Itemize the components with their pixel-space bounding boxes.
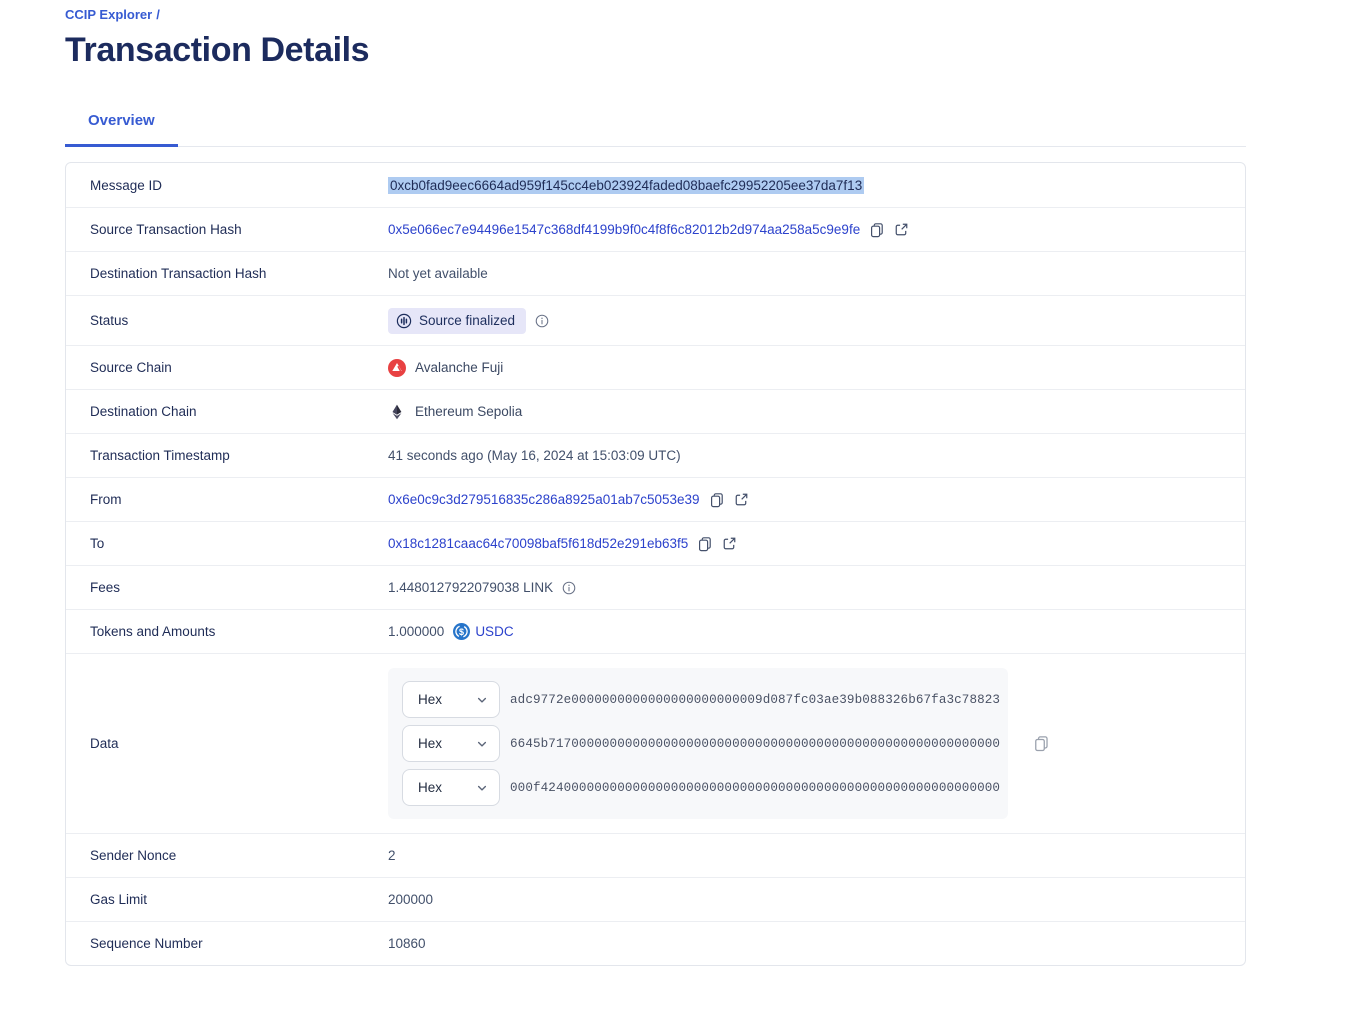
info-icon[interactable] <box>562 581 576 595</box>
usdc-icon: $ <box>453 623 471 640</box>
to-address-link[interactable]: 0x18c1281caac64c70098baf5f618d52e291eb63… <box>388 536 689 551</box>
data-hex-panel: Hex adc9772e0000000000000000000000009d08… <box>388 668 1008 819</box>
copy-icon[interactable] <box>869 222 885 238</box>
tab-overview[interactable]: Overview <box>65 112 178 147</box>
dest-tx-hash-value: Not yet available <box>388 266 488 281</box>
message-id-value: 0xcb0fad9eec6664ad959f145cc4eb023924fade… <box>388 176 865 194</box>
details-table: Message ID 0xcb0fad9eec6664ad959f145cc4e… <box>65 162 1246 966</box>
hex-format-select[interactable]: Hex <box>402 681 500 718</box>
table-row-source-chain: Source Chain Avalanche Fuji <box>66 345 1245 389</box>
table-row-source-tx-hash: Source Transaction Hash 0x5e066ec7e94496… <box>66 207 1245 251</box>
transaction-details-page: CCIP Explorer / Transaction Details Overv… <box>65 7 1246 966</box>
data-hex-line: 6645b71700000000000000000000000000000000… <box>510 736 1001 751</box>
data-line: Hex adc9772e0000000000000000000000009d08… <box>402 681 1000 718</box>
breadcrumb-link-ccip-explorer[interactable]: CCIP Explorer <box>65 7 153 22</box>
external-link-icon[interactable] <box>894 222 909 237</box>
row-label: Sender Nonce <box>90 848 177 863</box>
dest-chain-name: Ethereum Sepolia <box>415 404 523 419</box>
row-label: Source Chain <box>90 360 172 375</box>
row-label: Destination Transaction Hash <box>90 266 267 281</box>
row-label: Source Transaction Hash <box>90 222 242 237</box>
info-icon[interactable] <box>535 314 549 328</box>
row-label: Transaction Timestamp <box>90 448 230 463</box>
data-hex-line: adc9772e0000000000000000000000009d087fc0… <box>510 692 1001 707</box>
token-symbol: USDC <box>475 624 514 639</box>
breadcrumb-separator: / <box>156 7 160 22</box>
data-line: Hex 6645b7170000000000000000000000000000… <box>402 725 1000 762</box>
table-row-status: Status Source finalized <box>66 295 1245 345</box>
token-amount: 1.000000 <box>388 624 445 639</box>
tab-bar: Overview <box>65 112 1246 147</box>
hex-format-select[interactable]: Hex <box>402 769 500 806</box>
fees-value: 1.4480127922079038 LINK <box>388 580 554 595</box>
table-row-sequence-number: Sequence Number 10860 <box>66 921 1245 965</box>
token-link[interactable]: $ USDC <box>453 623 514 640</box>
row-label: Destination Chain <box>90 404 197 419</box>
hex-format-value: Hex <box>418 780 443 795</box>
row-label: Sequence Number <box>90 936 203 951</box>
chevron-down-icon <box>476 782 488 794</box>
sender-nonce-value: 2 <box>388 848 396 863</box>
breadcrumb: CCIP Explorer / <box>65 7 1246 22</box>
chevron-down-icon <box>476 738 488 750</box>
chevron-down-icon <box>476 694 488 706</box>
row-label: Status <box>90 313 129 328</box>
from-address-link[interactable]: 0x6e0c9c3d279516835c286a8925a01ab7c5053e… <box>388 492 700 507</box>
hex-format-select[interactable]: Hex <box>402 725 500 762</box>
sequence-number-value: 10860 <box>388 936 426 951</box>
table-row-timestamp: Transaction Timestamp 41 seconds ago (Ma… <box>66 433 1245 477</box>
status-badge-label: Source finalized <box>419 313 516 328</box>
page-title: Transaction Details <box>65 31 370 69</box>
table-row-message-id: Message ID 0xcb0fad9eec6664ad959f145cc4e… <box>66 163 1245 207</box>
row-label: Message ID <box>90 177 163 193</box>
timestamp-value: 41 seconds ago (May 16, 2024 at 15:03:09… <box>388 448 681 463</box>
status-badge: Source finalized <box>388 307 527 334</box>
table-row-sender-nonce: Sender Nonce 2 <box>66 833 1245 877</box>
ethereum-icon <box>390 404 404 420</box>
external-link-icon[interactable] <box>722 536 737 551</box>
external-link-icon[interactable] <box>734 492 749 507</box>
hex-format-value: Hex <box>418 692 443 707</box>
table-row-from: From 0x6e0c9c3d279516835c286a8925a01ab7c… <box>66 477 1245 521</box>
table-row-tokens: Tokens and Amounts 1.000000 $ USDC <box>66 609 1245 653</box>
gas-limit-value: 200000 <box>388 892 434 907</box>
table-row-fees: Fees 1.4480127922079038 LINK <box>66 565 1245 609</box>
svg-text:$: $ <box>459 627 464 637</box>
row-label: From <box>90 492 122 507</box>
row-label: To <box>90 536 105 551</box>
data-line: Hex 000f42400000000000000000000000000000… <box>402 769 1000 806</box>
table-row-dest-tx-hash: Destination Transaction Hash Not yet ava… <box>66 251 1245 295</box>
table-row-gas-limit: Gas Limit 200000 <box>66 877 1245 921</box>
copy-icon[interactable] <box>1033 735 1050 752</box>
table-row-to: To 0x18c1281caac64c70098baf5f618d52e291e… <box>66 521 1245 565</box>
copy-icon[interactable] <box>697 536 713 552</box>
row-label: Gas Limit <box>90 892 148 907</box>
data-hex-line: 000f424000000000000000000000000000000000… <box>510 780 1001 795</box>
row-label: Tokens and Amounts <box>90 624 216 639</box>
finality-icon <box>396 313 412 329</box>
avalanche-icon <box>388 358 406 377</box>
table-row-data: Data Hex adc9772e00000000000000000000000… <box>66 653 1245 833</box>
copy-icon[interactable] <box>709 492 725 508</box>
row-label: Data <box>90 736 119 751</box>
row-label: Fees <box>90 580 121 595</box>
source-chain-name: Avalanche Fuji <box>415 360 504 375</box>
table-row-dest-chain: Destination Chain Ethereum Sepolia <box>66 389 1245 433</box>
source-tx-hash-link[interactable]: 0x5e066ec7e94496e1547c368df4199b9f0c4f8f… <box>388 222 861 237</box>
hex-format-value: Hex <box>418 736 443 751</box>
